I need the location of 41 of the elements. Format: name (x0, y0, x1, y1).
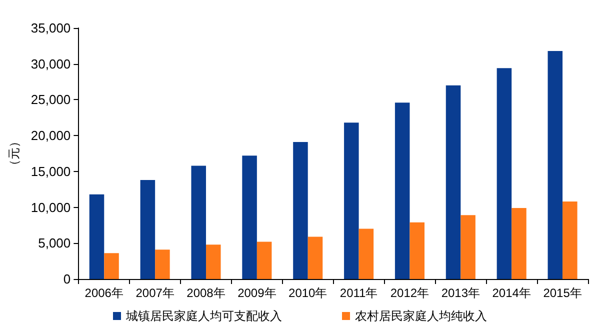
bar (446, 85, 461, 279)
x-tick-label: 2008年 (186, 286, 226, 300)
bar (191, 166, 206, 279)
bar (562, 202, 578, 279)
y-tick-label: 25,000 (30, 92, 71, 108)
bar (308, 236, 323, 279)
y-tick-label: 30,000 (30, 56, 71, 72)
bar (410, 222, 424, 279)
x-tick-label: 2009年 (238, 286, 276, 300)
bar (242, 156, 257, 279)
x-tick-label: 2006年 (84, 286, 124, 300)
bar (394, 102, 410, 279)
y-tick-label: 15,000 (30, 164, 71, 179)
bar (358, 228, 374, 279)
bar (104, 253, 119, 279)
bar (548, 50, 563, 279)
bar (344, 122, 359, 279)
bar (512, 208, 526, 279)
x-tick-label: 2011年 (340, 286, 378, 300)
x-tick-label: 2013年 (441, 286, 480, 300)
bar (140, 180, 156, 279)
bar (206, 244, 221, 279)
y-tick-label: 10,000 (30, 200, 71, 215)
bar (460, 215, 476, 279)
bar (293, 142, 308, 279)
x-tick-label: 2015年 (543, 286, 582, 300)
y-axis-title: （元） (7, 136, 21, 172)
y-tick-label: 5,000 (38, 236, 71, 251)
x-tick-label: 2010年 (288, 286, 328, 300)
bar (89, 194, 104, 279)
legend-label: 农村居民家庭人均纯收入 (355, 309, 487, 323)
bar (155, 250, 170, 279)
x-tick-label: 2014年 (492, 286, 531, 300)
legend-label: 城镇居民家庭人均可支配收入 (125, 309, 282, 323)
x-tick-label: 2007年 (136, 286, 174, 300)
bar (256, 242, 272, 279)
x-tick-label: 2012年 (390, 286, 430, 300)
y-tick-label: 35,000 (30, 20, 71, 36)
y-tick-label: 20,000 (30, 128, 71, 144)
y-tick-label: 0 (63, 272, 71, 286)
bar (496, 68, 512, 279)
